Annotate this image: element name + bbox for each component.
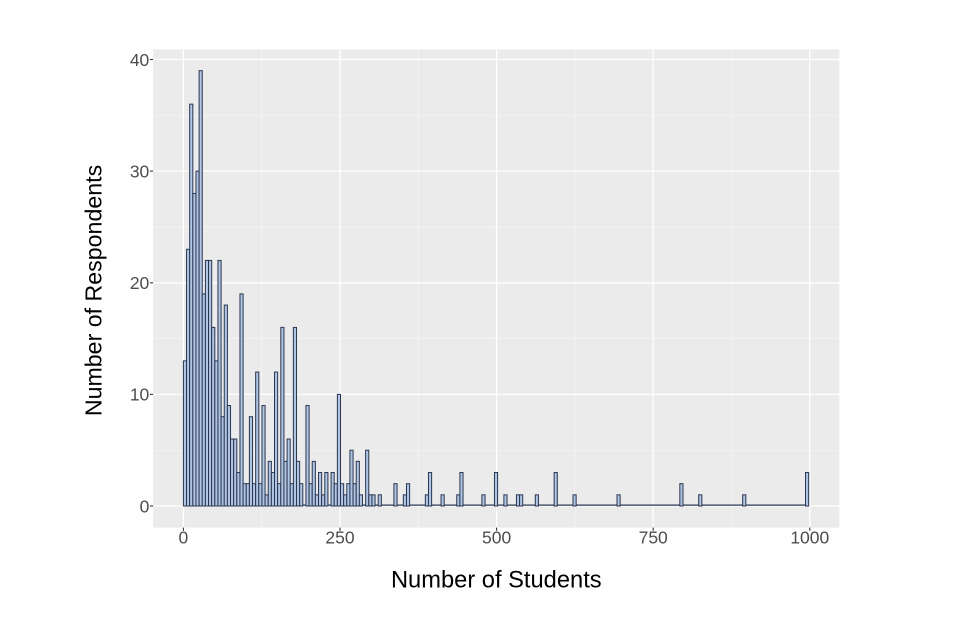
svg-text:250: 250: [325, 527, 354, 547]
svg-text:20: 20: [130, 273, 150, 293]
svg-text:500: 500: [482, 527, 511, 547]
svg-text:0: 0: [140, 496, 150, 516]
svg-text:Number of Respondents: Number of Respondents: [81, 165, 107, 416]
svg-text:Number of Students: Number of Students: [391, 568, 602, 594]
svg-text:10: 10: [130, 385, 150, 405]
svg-text:0: 0: [179, 527, 189, 547]
svg-text:1000: 1000: [790, 527, 829, 547]
svg-text:750: 750: [639, 527, 668, 547]
svg-text:40: 40: [130, 50, 150, 70]
svg-text:30: 30: [130, 161, 150, 181]
